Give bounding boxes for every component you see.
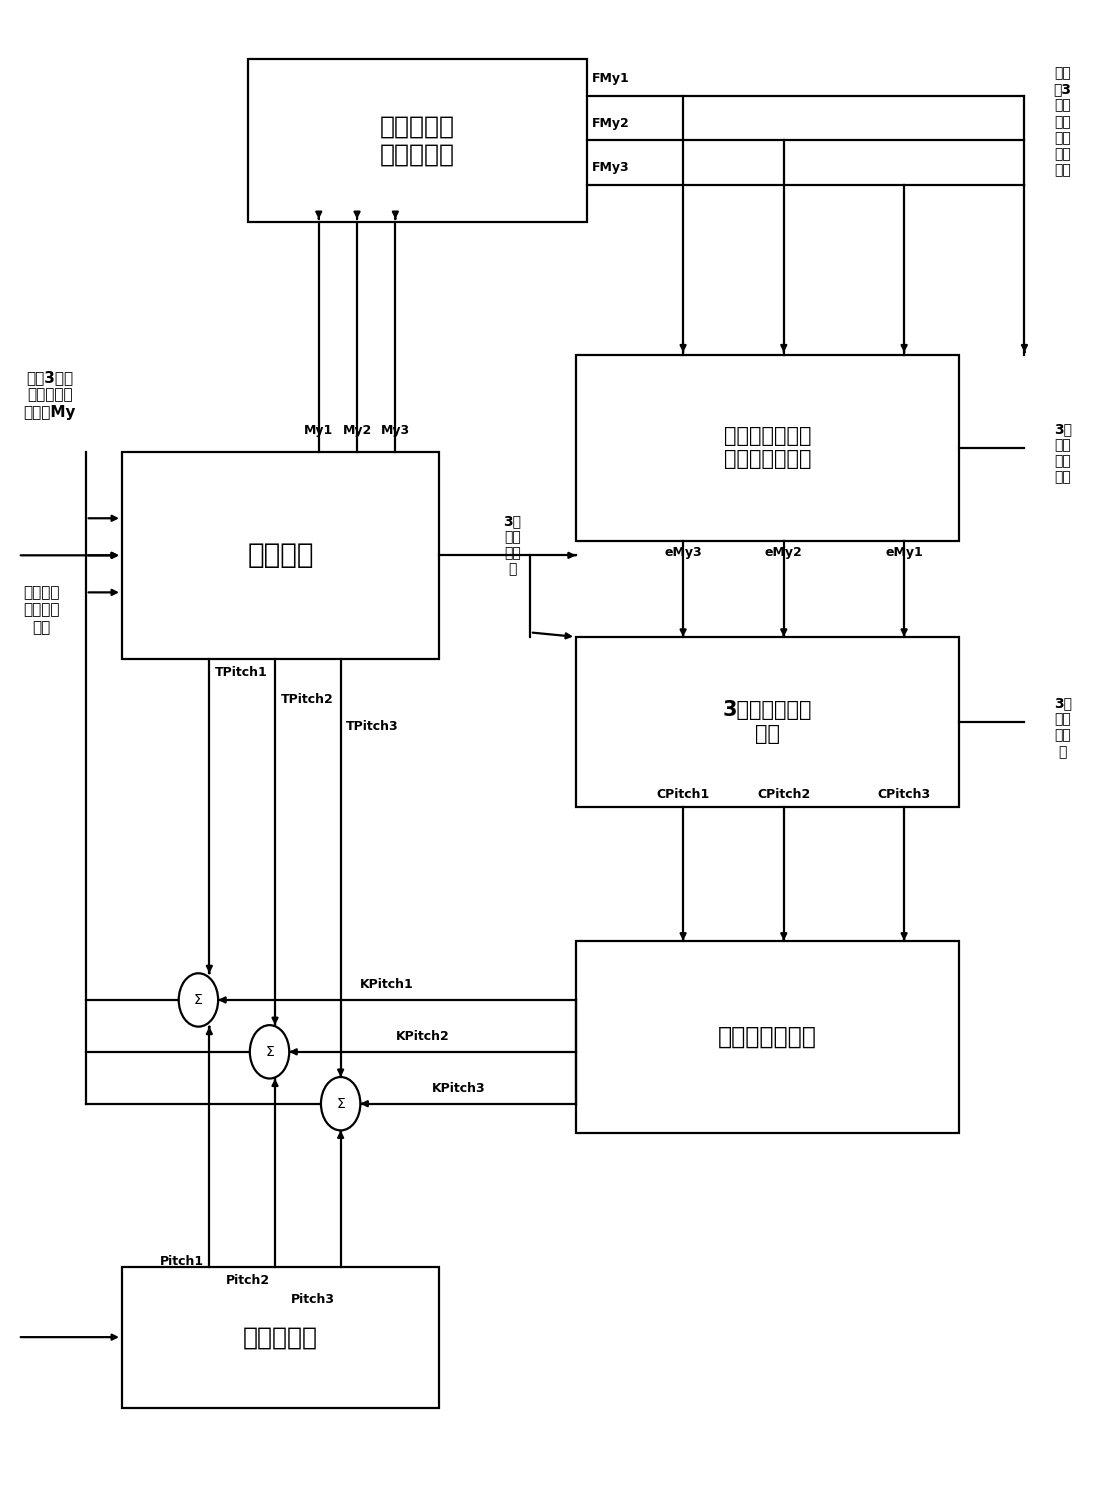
Text: TPitch3: TPitch3: [346, 720, 399, 733]
Text: 变桨控制器: 变桨控制器: [243, 1325, 318, 1349]
Text: 载荷基准选择及
载荷偏差值计算: 载荷基准选择及 载荷偏差值计算: [724, 426, 811, 470]
Text: 3叶
片测
量角
度: 3叶 片测 量角 度: [503, 513, 522, 576]
Text: My2: My2: [342, 423, 371, 437]
Text: TPitch1: TPitch1: [215, 667, 267, 679]
Text: Σ: Σ: [336, 1097, 345, 1110]
Text: Σ: Σ: [265, 1044, 274, 1059]
Text: 3叶
片矫
正角
度: 3叶 片矫 正角 度: [1054, 696, 1071, 758]
Text: CPitch2: CPitch2: [757, 788, 810, 802]
Text: Σ: Σ: [194, 993, 203, 1007]
Text: eMy2: eMy2: [765, 546, 802, 560]
Text: My3: My3: [381, 423, 410, 437]
Text: KPitch2: KPitch2: [396, 1029, 450, 1043]
Text: 测量3叶片
叶根挥舞方
向弯矩My: 测量3叶片 叶根挥舞方 向弯矩My: [23, 370, 75, 420]
Text: FMy3: FMy3: [593, 162, 630, 175]
Text: 测量转速
、功率等
变量: 测量转速 、功率等 变量: [23, 585, 60, 634]
Circle shape: [178, 974, 218, 1026]
Text: Pitch3: Pitch3: [291, 1294, 336, 1306]
Text: Pitch1: Pitch1: [160, 1255, 204, 1269]
Text: KPitch3: KPitch3: [431, 1082, 485, 1095]
FancyBboxPatch shape: [576, 355, 958, 540]
FancyBboxPatch shape: [248, 58, 587, 221]
Text: eMy1: eMy1: [885, 546, 923, 560]
Text: FMy2: FMy2: [593, 117, 630, 130]
Circle shape: [321, 1077, 360, 1131]
FancyBboxPatch shape: [122, 1267, 439, 1408]
Text: My1: My1: [304, 423, 334, 437]
Text: 矫正角度保持器: 矫正角度保持器: [718, 1025, 817, 1049]
Text: 滤波
后3
叶片
叶根
挥舞
方向
弯矩: 滤波 后3 叶片 叶根 挥舞 方向 弯矩: [1054, 66, 1071, 178]
Text: CPitch3: CPitch3: [878, 788, 931, 802]
Text: 3叶
片载
荷偏
差值: 3叶 片载 荷偏 差值: [1054, 422, 1071, 485]
Text: eMy3: eMy3: [665, 546, 701, 560]
Text: TPitch2: TPitch2: [280, 693, 334, 706]
Text: 低通滤波器
陷波滤波器: 低通滤波器 陷波滤波器: [380, 114, 454, 166]
FancyBboxPatch shape: [576, 941, 958, 1134]
Text: Pitch2: Pitch2: [225, 1275, 269, 1287]
Text: CPitch1: CPitch1: [656, 788, 710, 802]
Text: KPitch1: KPitch1: [360, 978, 414, 990]
Text: 3叶片矫正角度
计算: 3叶片矫正角度 计算: [722, 700, 812, 744]
FancyBboxPatch shape: [576, 637, 958, 808]
Text: FMy1: FMy1: [593, 72, 630, 85]
Text: 风电机组: 风电机组: [247, 542, 314, 570]
FancyBboxPatch shape: [122, 452, 439, 660]
Circle shape: [249, 1025, 289, 1079]
